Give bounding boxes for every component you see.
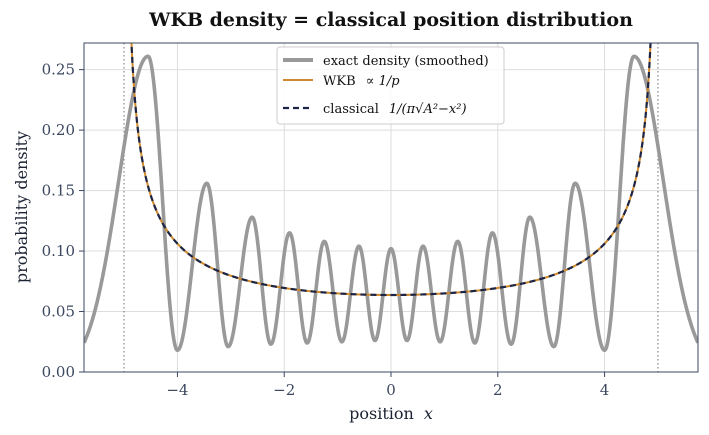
legend: exact density (smoothed) WKB ∝ 1/p classi… [276,46,505,125]
series-classical-line [130,43,652,297]
series-group [84,43,698,353]
legend-label-wkb-name: WKB [323,74,356,89]
legend-label-exact: exact density (smoothed) [323,54,489,69]
turning-point-lines [123,43,659,372]
y-tick-label: 0.05 [42,303,75,321]
x-axis-label: position x [349,404,433,423]
y-tick-label: 0.25 [42,61,75,79]
legend-box [276,46,505,125]
y-tick-label: 0.00 [42,363,75,381]
ticks: −4 −2 0 2 4 0.00 0.05 0.10 0.15 0.20 0.25 [42,61,610,399]
legend-label-classical: classical 1/(π√A²−x²) [323,102,467,117]
y-axis-label: probability density [12,131,31,283]
x-tick-label: 4 [600,381,610,399]
legend-label-classical-name: classical [323,102,379,117]
legend-label-wkb: WKB ∝ 1/p [323,74,400,89]
chart-title: WKB density = classical position distrib… [148,9,633,31]
x-tick-label: 2 [493,381,503,399]
y-tick-label: 0.15 [42,182,75,200]
x-tick-label: 0 [386,381,396,399]
legend-label-wkb-math: ∝ 1/p [366,74,401,89]
y-tick-label: 0.10 [42,242,75,260]
x-axis-label-text: position [349,404,414,423]
y-tick-label: 0.20 [42,121,75,139]
series-exact-density-line [84,54,698,353]
legend-label-classical-math: 1/(π√A²−x²) [389,102,467,117]
x-axis-label-symbol: x [424,404,433,423]
x-tick-label: −4 [166,381,188,399]
x-tick-label: −2 [273,381,295,399]
